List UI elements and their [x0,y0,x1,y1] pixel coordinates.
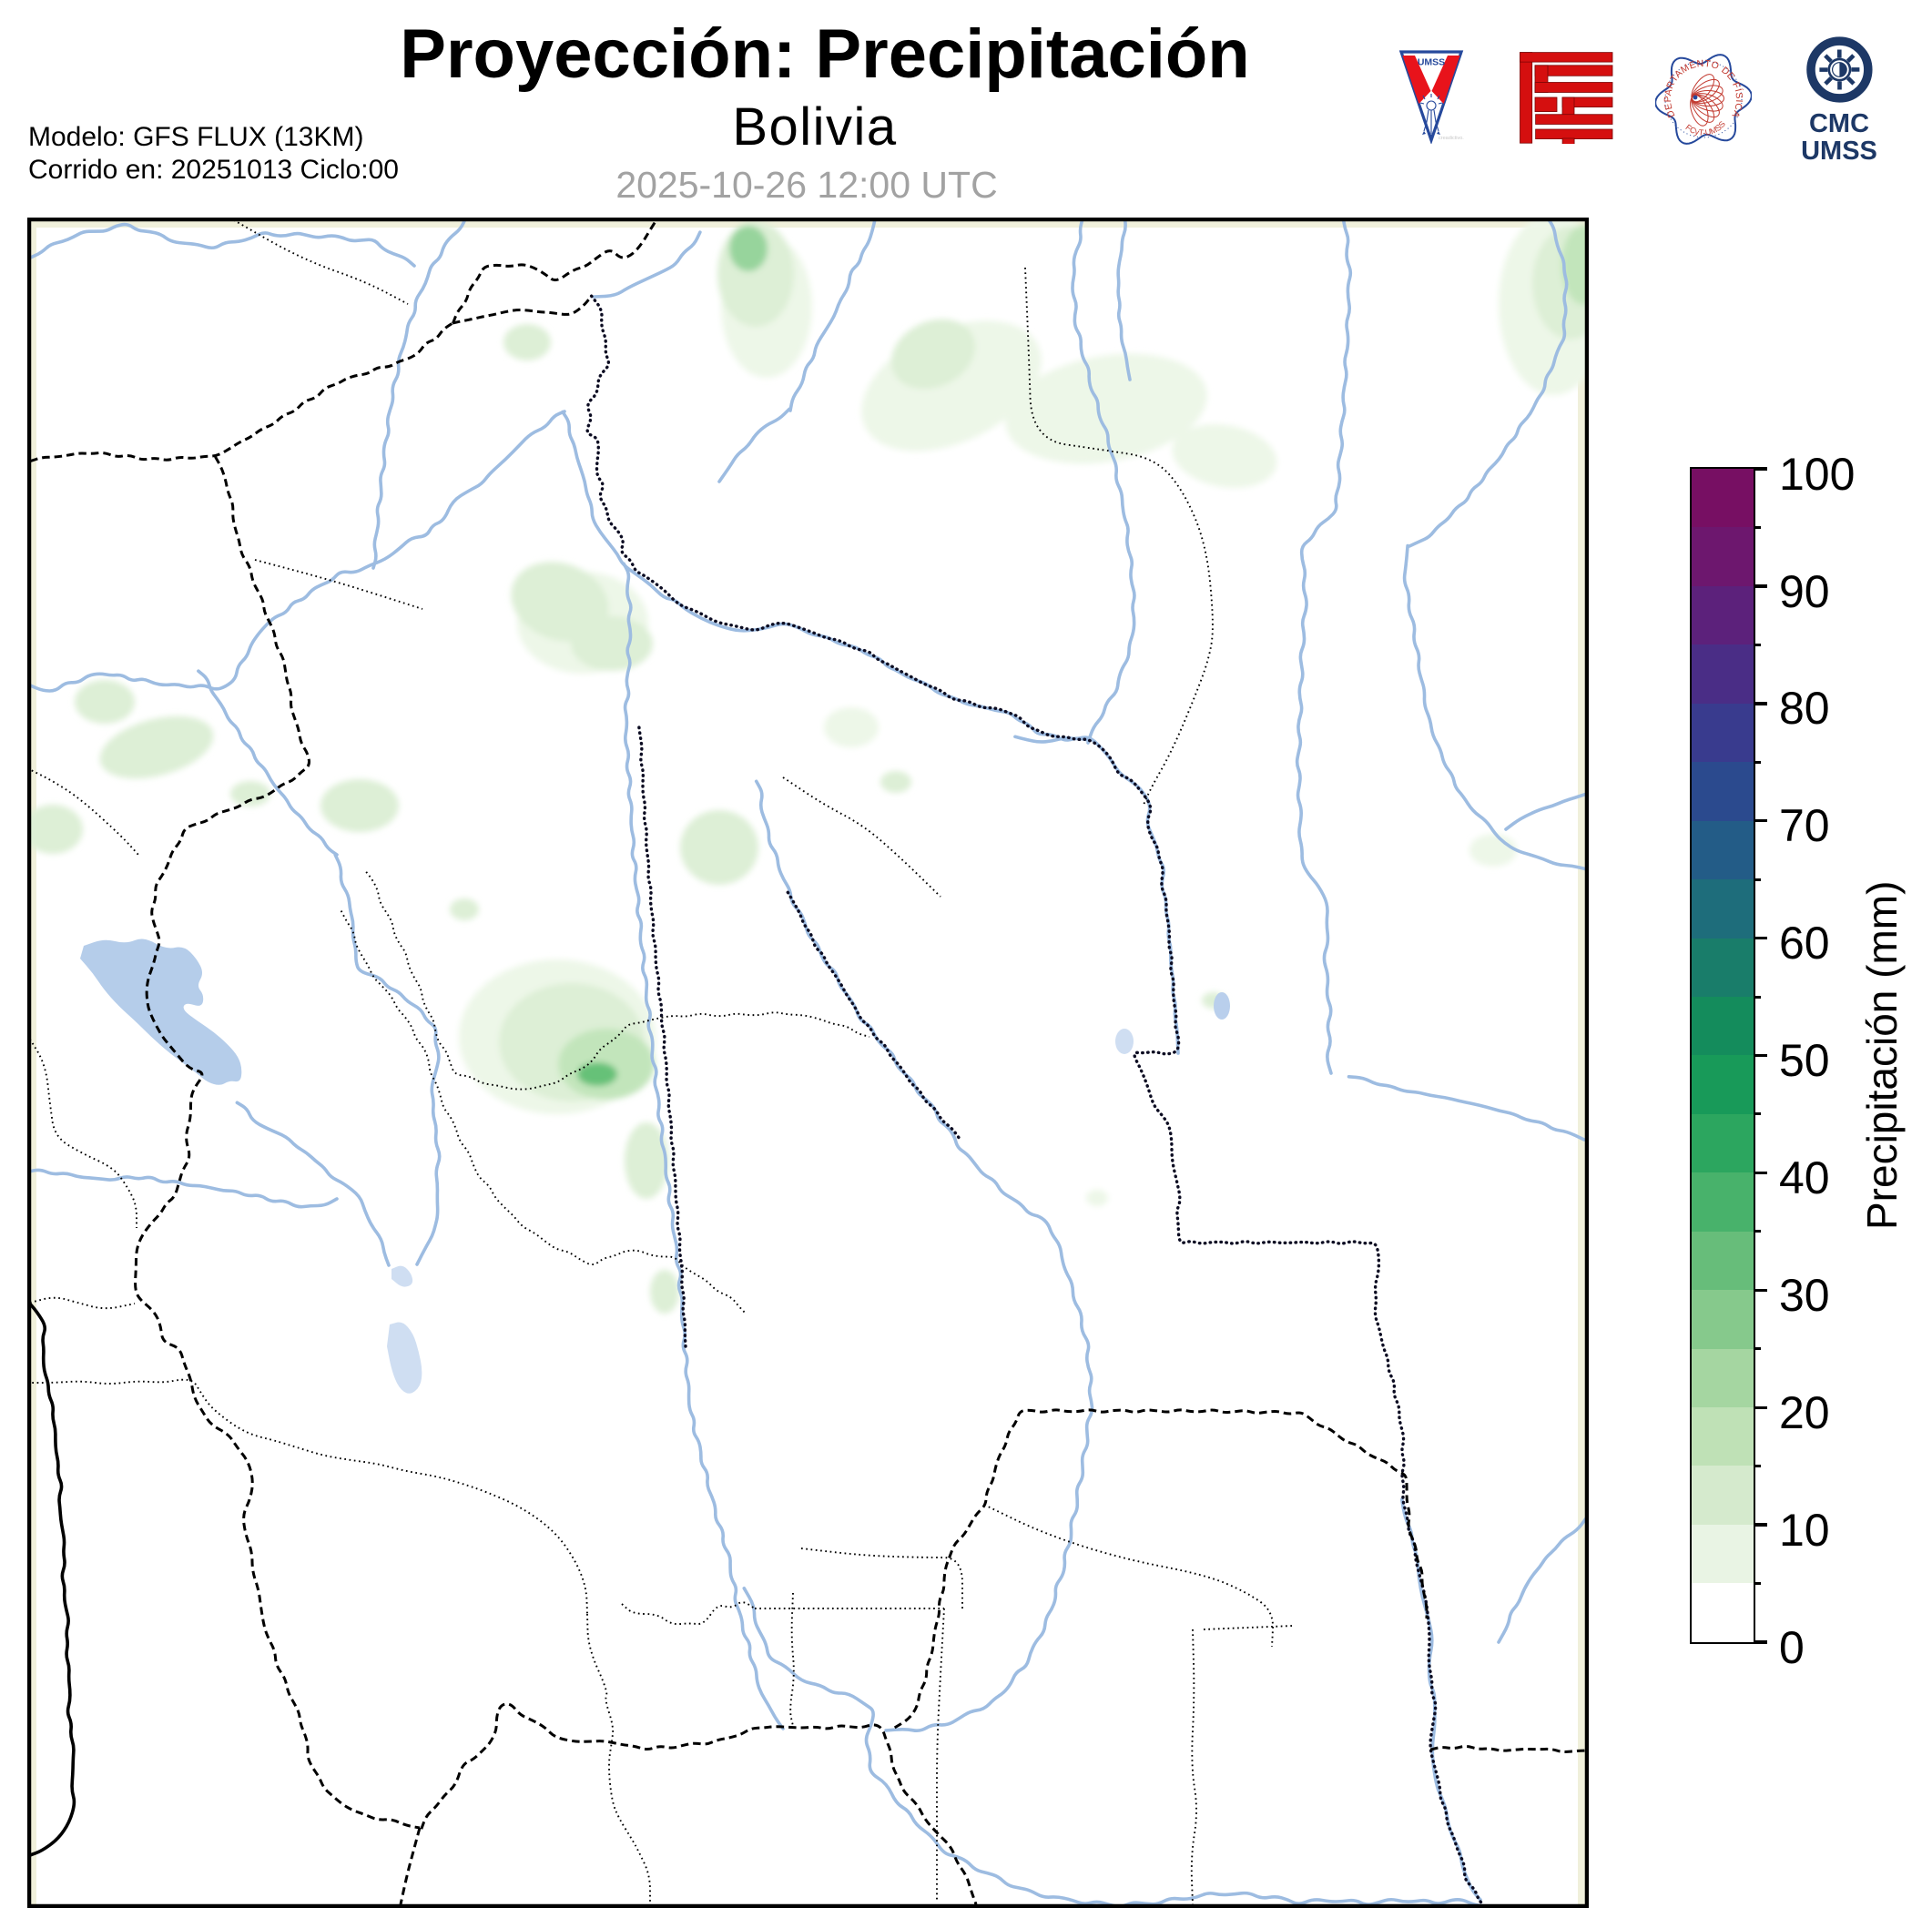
svg-text:UMSS: UMSS [1418,57,1445,68]
svg-text:creadictivo.con: creadictivo.con [1439,136,1464,141]
svg-text:UMSS: UMSS [1801,137,1877,164]
svg-text:DEPARTAMENTO DE FÍSICA: DEPARTAMENTO DE FÍSICA [1663,58,1744,120]
svg-text:CMC: CMC [1809,109,1869,138]
